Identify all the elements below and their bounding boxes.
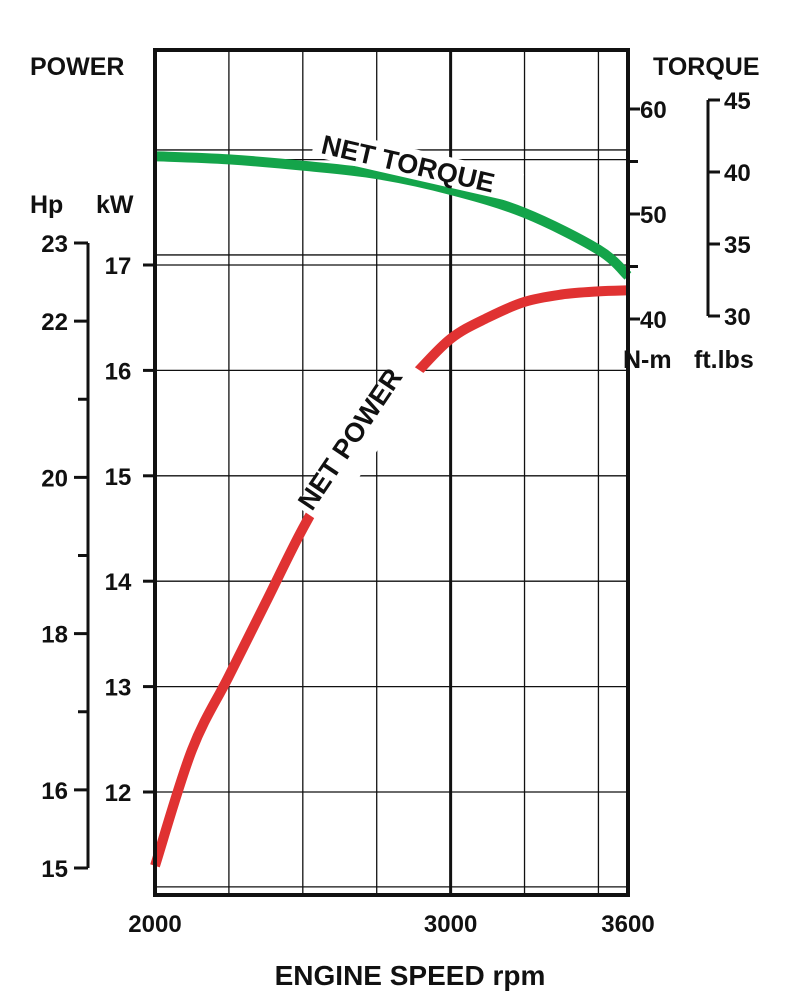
- x-axis-label: ENGINE SPEED rpm: [275, 960, 546, 991]
- kw-tick-label: 17: [105, 253, 132, 280]
- x-tick-label: 3000: [424, 911, 477, 938]
- hp-tick-label: 23: [41, 231, 68, 258]
- hp-tick-label: 20: [41, 465, 68, 492]
- hp-tick-label: 15: [41, 856, 68, 883]
- nm-tick-label: 50: [640, 202, 667, 229]
- nm-tick-label: 60: [640, 97, 667, 124]
- net-torque-curve: [154, 151, 632, 280]
- net-torque-label-background: [311, 127, 524, 203]
- ftlbs-tick-label: 35: [724, 232, 751, 259]
- torque-axis-title: TORQUE: [653, 53, 760, 81]
- hp-tick-label: 22: [41, 309, 68, 336]
- kw-tick-label: 13: [105, 675, 132, 702]
- x-tick-label: 2000: [128, 911, 181, 938]
- kw-tick-label: 12: [105, 780, 132, 807]
- hp-tick-label: 18: [41, 622, 68, 649]
- plot-frame: [153, 48, 630, 897]
- x-tick-label: 3600: [601, 911, 654, 938]
- nm-tick-label: 40: [640, 307, 667, 334]
- kw-tick-label: 14: [105, 569, 132, 596]
- hp-unit-label: Hp: [30, 191, 63, 219]
- kw-tick-label: 15: [105, 464, 132, 491]
- ftlbs-unit-label: ft.lbs: [694, 346, 754, 374]
- curves: [150, 127, 632, 868]
- hp-tick-label: 16: [41, 778, 68, 805]
- net-torque-curve-label: NET TORQUE: [319, 130, 498, 199]
- ftlbs-tick-label: 40: [724, 160, 751, 187]
- ftlbs-tick-label: 45: [724, 88, 751, 115]
- net-power-curve-label: NET POWER: [292, 363, 408, 515]
- nm-unit-label: N-m: [623, 346, 672, 374]
- net-power-label-background: [296, 356, 428, 526]
- axes: 17 16 15 14 13 12 23 22 20 18 16 15 60 50 40 45 40 35 30 20…: [41, 88, 750, 938]
- ftlbs-tick-label: 30: [724, 304, 751, 331]
- kw-tick-label: 16: [105, 358, 132, 385]
- kw-unit-label: kW: [96, 191, 134, 219]
- power-axis-title: POWER: [30, 53, 124, 81]
